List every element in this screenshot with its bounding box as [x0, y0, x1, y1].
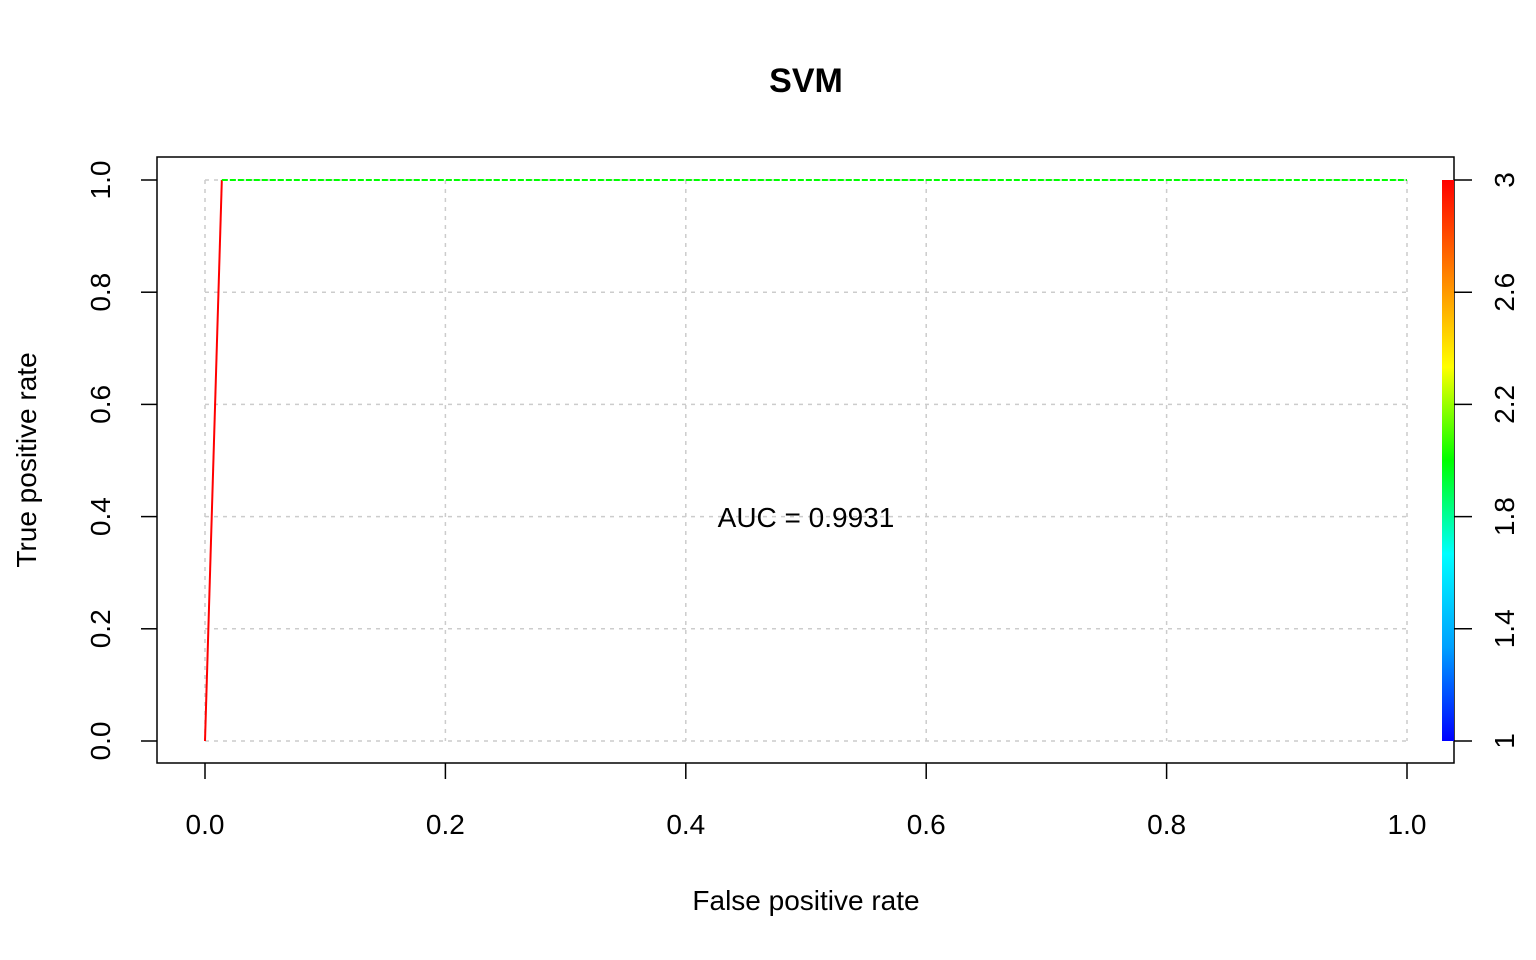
x-tick-label: 0.4 [666, 809, 705, 840]
y-tick-label: 1.0 [85, 161, 116, 200]
x-tick-label: 0.6 [907, 809, 946, 840]
colorbar-tick-label: 1.4 [1489, 609, 1520, 648]
y-tick-label: 0.6 [85, 385, 116, 424]
auc-annotation: AUC = 0.9931 [718, 502, 895, 533]
roc-curve-segment [204, 179, 223, 742]
colorbar-gradient [1442, 180, 1454, 741]
x-tick-label: 0.8 [1147, 809, 1186, 840]
colorbar-tick-label: 3 [1489, 172, 1520, 188]
x-axis-label: False positive rate [692, 885, 919, 916]
axes: 0.0 0.2 0.4 0.6 0.8 1.0 0.0 0.2 0.4 0.6 0.8 1.0 [85, 161, 1426, 840]
colorbar-tick-label: 1.8 [1489, 497, 1520, 536]
colorbar: 1 1.4 1.8 2.2 2.6 3 [1442, 172, 1520, 749]
y-tick-label: 0.4 [85, 497, 116, 536]
plot-frame [156, 156, 1455, 764]
series-layer [204, 179, 1407, 742]
colorbar-tick-label: 1 [1489, 733, 1520, 749]
y-tick-label: 0.0 [85, 722, 116, 761]
y-tick-label: 0.8 [85, 273, 116, 312]
chart-title: SVM [769, 62, 843, 100]
y-axis-label: True positive rate [11, 352, 42, 567]
y-tick-label: 0.2 [85, 609, 116, 648]
x-tick-label: 1.0 [1388, 809, 1427, 840]
x-tick-label: 0.2 [426, 809, 465, 840]
grid-lines [204, 179, 1408, 742]
x-tick-label: 0.0 [186, 809, 225, 840]
colorbar-tick-label: 2.2 [1489, 385, 1520, 424]
colorbar-tick-label: 2.6 [1489, 273, 1520, 312]
